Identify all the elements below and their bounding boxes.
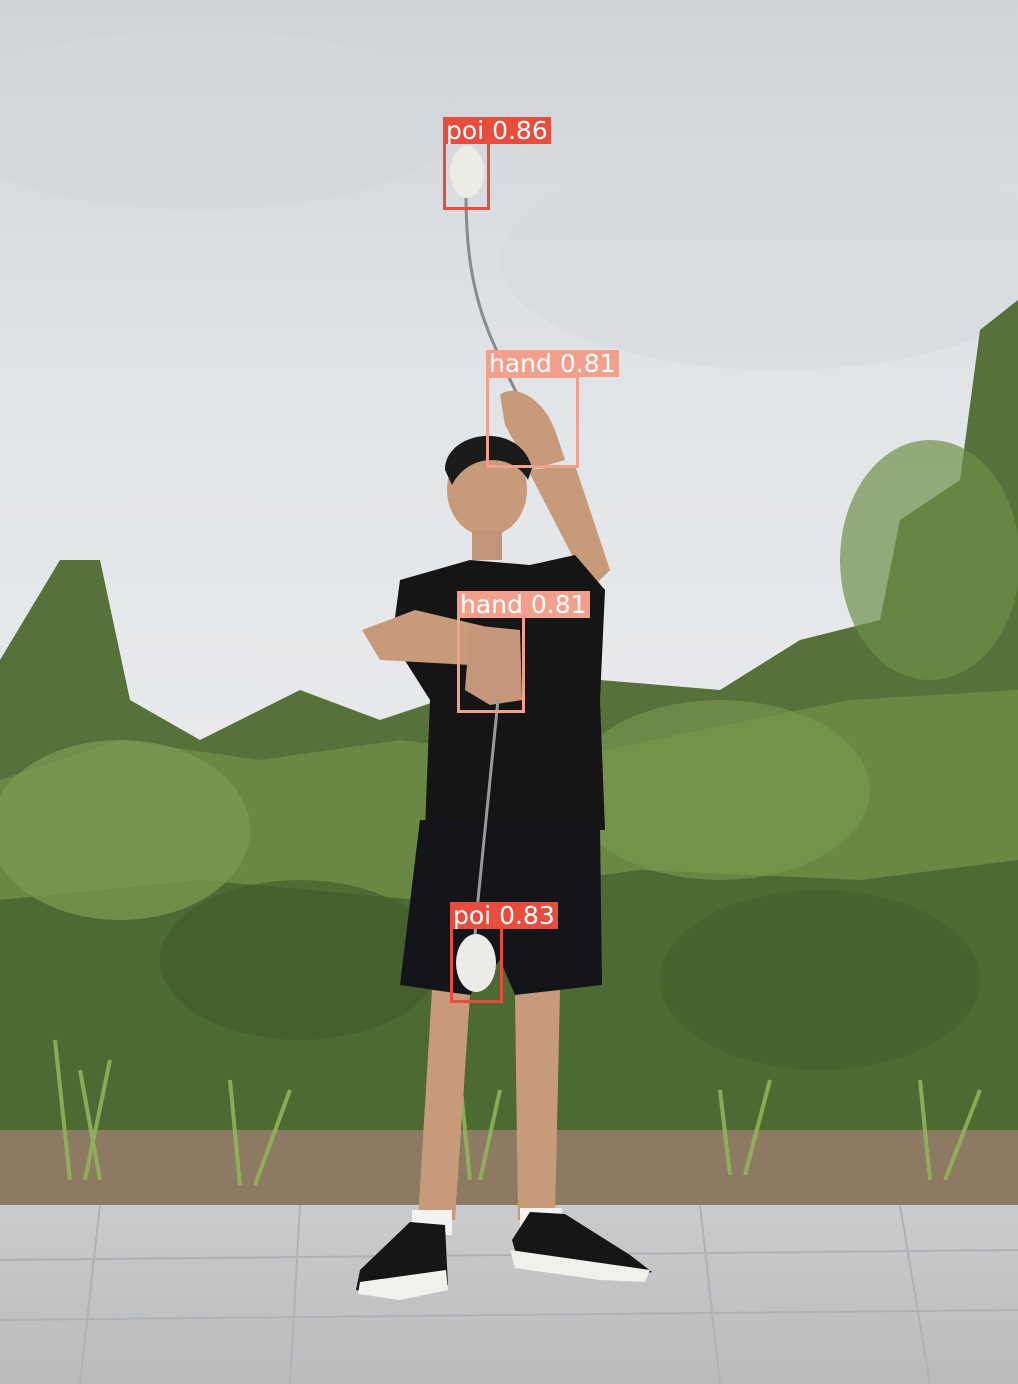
detection-class: poi <box>446 116 485 145</box>
mulch <box>0 1130 1018 1210</box>
detection-label-hand-upper: hand 0.81 <box>486 350 619 377</box>
detection-label-hand-lower: hand 0.81 <box>457 591 590 618</box>
poi-bottom-ball <box>456 934 496 992</box>
detection-score: 0.83 <box>499 901 555 930</box>
detection-class: hand <box>460 590 523 619</box>
detection-box-hand-lower <box>457 615 525 713</box>
detection-class: poi <box>453 901 492 930</box>
detection-label-poi-top: poi 0.86 <box>443 117 551 144</box>
detection-label-poi-bottom: poi 0.83 <box>450 902 558 929</box>
detection-score: 0.81 <box>530 590 587 619</box>
detection-score: 0.86 <box>492 116 548 145</box>
detection-score: 0.81 <box>559 349 616 378</box>
detection-box-poi-bottom <box>450 925 503 1003</box>
poi-top-ball <box>450 146 484 198</box>
poi-top-tether <box>464 194 522 401</box>
detection-box-hand-upper <box>486 375 579 468</box>
detection-class: hand <box>489 349 552 378</box>
detection-box-poi-top <box>443 140 490 210</box>
pavement <box>0 1205 1018 1384</box>
